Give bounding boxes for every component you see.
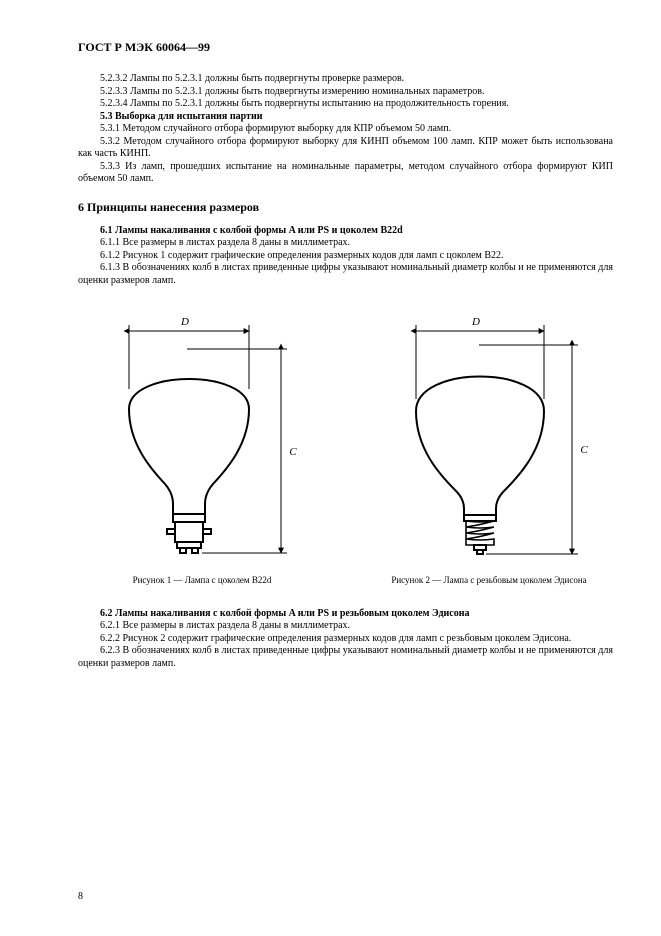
figure-2-caption: Рисунок 2 — Лампа с резьбовым цоколем Эд…	[365, 575, 613, 586]
para-612: 6.1.2 Рисунок 1 содержит графические опр…	[78, 250, 613, 263]
para-613: 6.1.3 В обозначениях колб в листах приве…	[78, 262, 613, 287]
para-532: 5.3.2 Методом случайного отбора формирую…	[78, 136, 613, 161]
para-5233: 5.2.3.3 Лампы по 5.2.3.1 должны быть под…	[78, 86, 613, 99]
para-611: 6.1.1 Все размеры в листах раздела 8 дан…	[78, 237, 613, 250]
page-number: 8	[78, 891, 83, 902]
figure-1-caption: Рисунок 1 — Лампа с цоколем B22d	[78, 575, 326, 586]
fig2-d-label: D	[471, 316, 480, 328]
para-622: 6.2.2 Рисунок 2 содержит графические опр…	[78, 633, 613, 646]
para-533: 5.3.3 Из ламп, прошедших испытание на но…	[78, 161, 613, 186]
para-53-head: 5.3 Выборка для испытания партии	[78, 111, 613, 124]
fig2-c-label: C	[580, 444, 588, 456]
section-6-head: 6 Принципы нанесения размеров	[78, 200, 613, 215]
fig1-d-label: D	[180, 316, 189, 328]
figure-2: D C Рисунок 2 — Лампа с резьбовым цоколе…	[365, 299, 613, 586]
para-5232: 5.2.3.2 Лампы по 5.2.3.1 должны быть под…	[78, 73, 613, 86]
para-5234: 5.2.3.4 Лампы по 5.2.3.1 должны быть под…	[78, 98, 613, 111]
figures-row: D C Рисунок 1 — Лампа с цоколем	[78, 299, 613, 586]
doc-header: ГОСТ Р МЭК 60064—99	[78, 40, 613, 55]
para-621: 6.2.1 Все размеры в листах раздела 8 дан…	[78, 620, 613, 633]
para-61-head: 6.1 Лампы накаливания с колбой формы A и…	[78, 225, 613, 238]
para-623: 6.2.3 В обозначениях колб в листах приве…	[78, 645, 613, 670]
fig1-c-label: C	[289, 446, 297, 458]
figure-1: D C Рисунок 1 — Лампа с цоколем	[78, 299, 326, 586]
para-531: 5.3.1 Методом случайного отбора формирую…	[78, 123, 613, 136]
para-62-head: 6.2 Лампы накаливания с колбой формы A и…	[78, 608, 613, 621]
